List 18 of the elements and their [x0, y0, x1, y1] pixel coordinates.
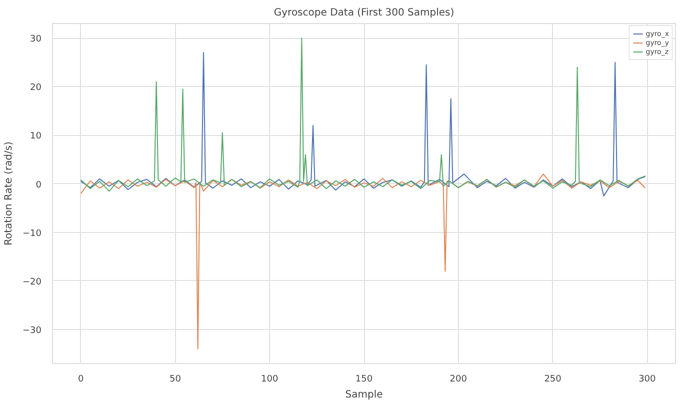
y-tick-label: −30	[22, 326, 42, 336]
y-tick-label: 10	[30, 132, 42, 142]
x-tick-label: 300	[638, 374, 656, 384]
x-tick-label: 150	[355, 374, 373, 384]
y-tick-label: −10	[22, 228, 42, 239]
x-tick-label: 0	[78, 374, 84, 384]
x-tick-label: 100	[261, 374, 278, 384]
y-axis-title: Rotation Rate (rad/s)	[4, 141, 15, 246]
x-axis-title: Sample	[345, 390, 383, 400]
x-tick-label: 250	[544, 374, 562, 384]
line-series	[80, 174, 646, 350]
x-tick-label: 200	[450, 374, 468, 384]
y-tick-label: 20	[30, 83, 42, 94]
y-tick-label: 0	[36, 180, 42, 190]
x-tick-label: 50	[169, 374, 182, 384]
y-tick-label: −20	[22, 277, 42, 288]
y-tick-label: 30	[30, 34, 42, 45]
chart-title: Gyroscope Data (First 300 Samples)	[274, 8, 454, 18]
